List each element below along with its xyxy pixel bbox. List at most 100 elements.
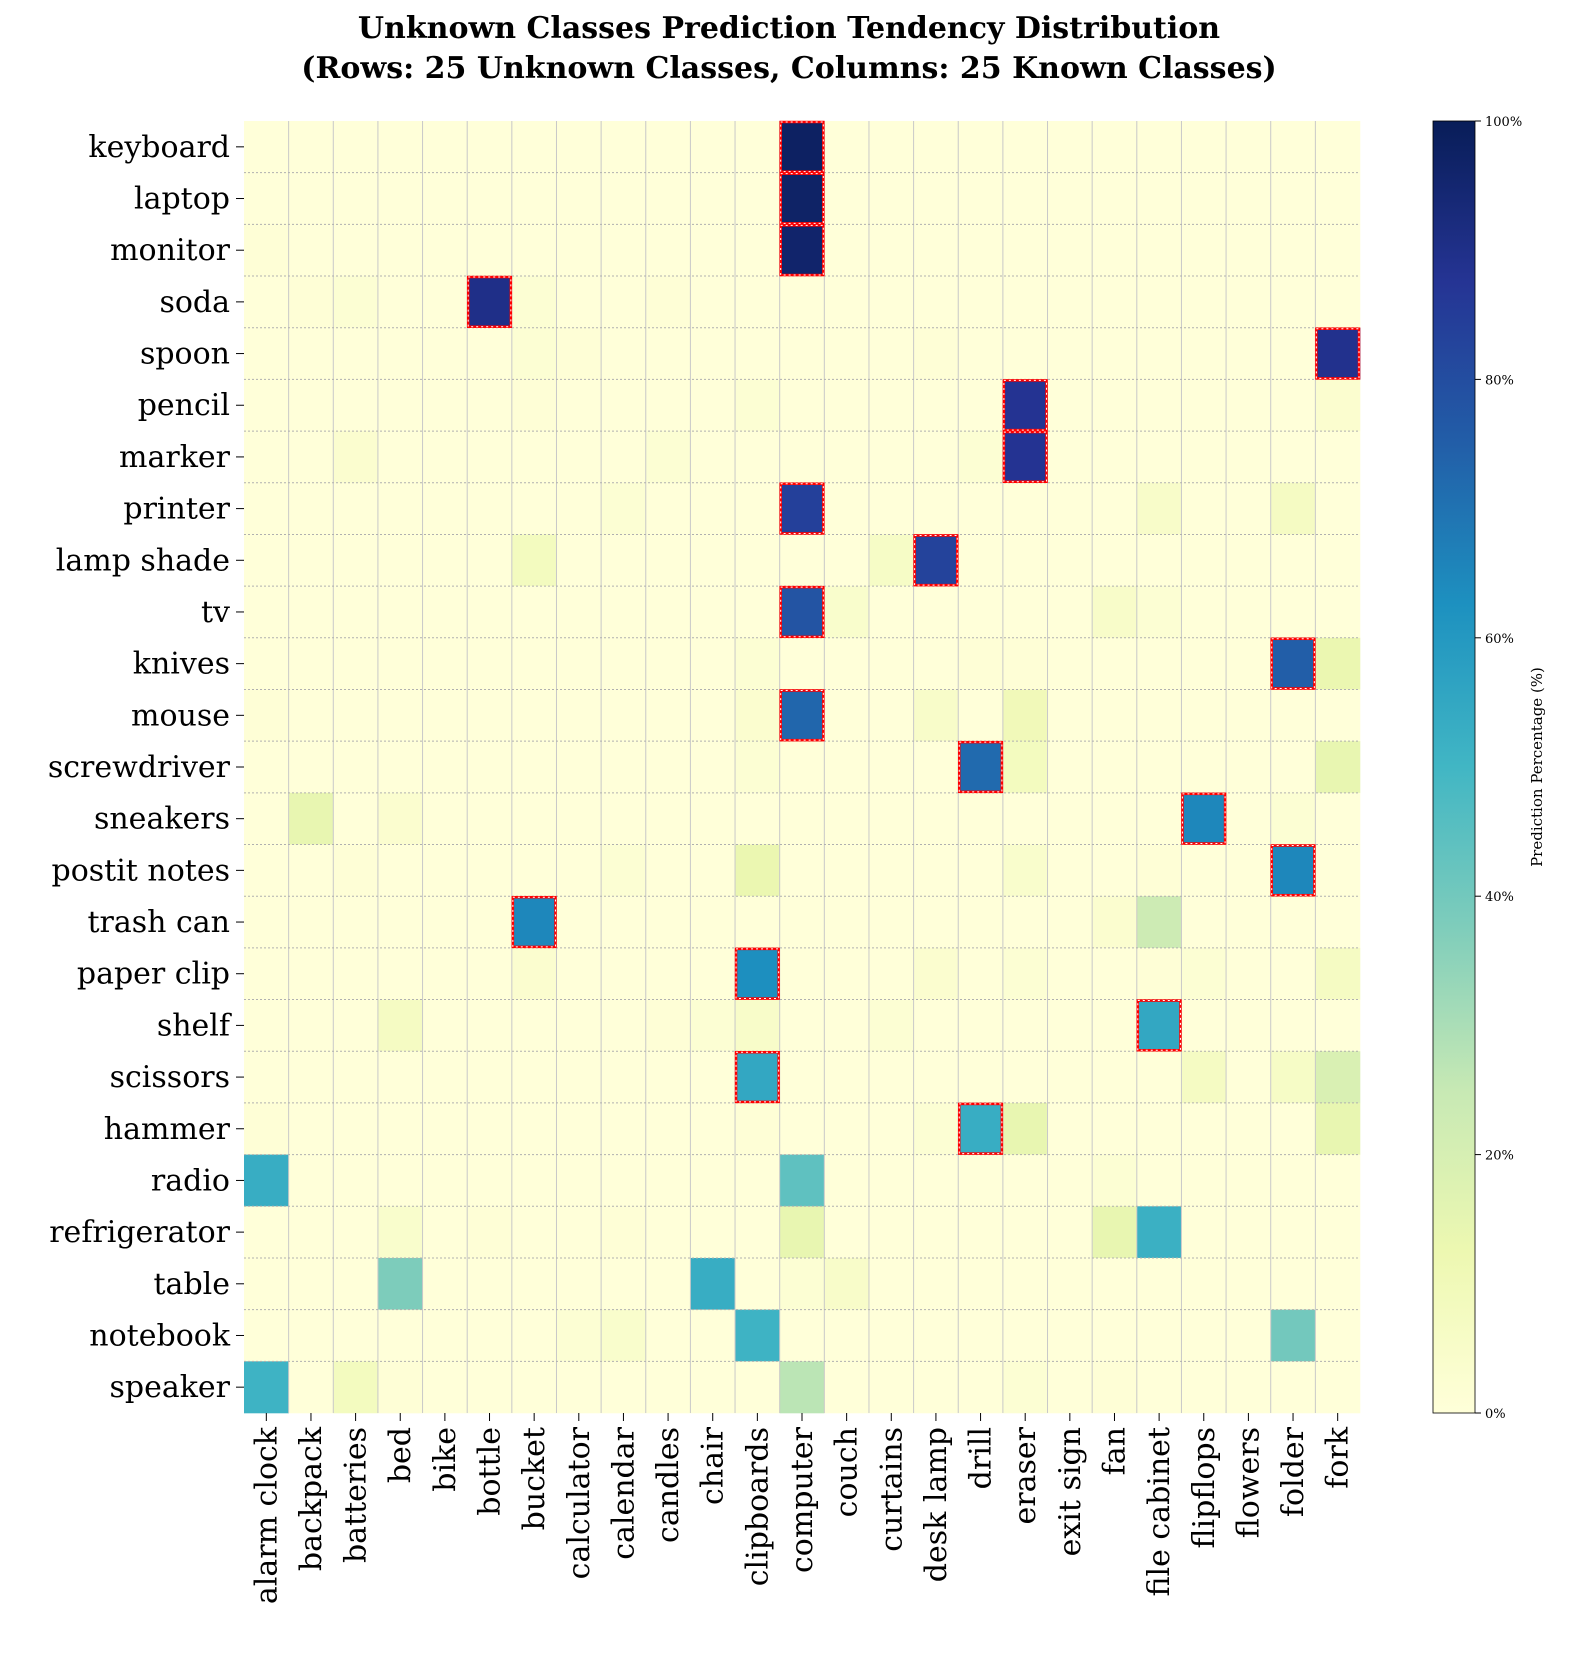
heatmap-cell-r6-c3 [377, 431, 423, 484]
heatmap-cell-r16-c12 [779, 947, 825, 1000]
heatmap-cell-r3-c2 [333, 276, 379, 329]
heatmap-cell-r12-c17 [1002, 741, 1048, 794]
heatmap-cell-r16-c22 [1226, 947, 1272, 1000]
heatmap-cell-r24-c21 [1181, 1361, 1227, 1414]
row-label: radio [151, 1163, 230, 1198]
heatmap-cell-r13-c10 [690, 792, 736, 845]
heatmap-cell-r17-c6 [511, 999, 557, 1052]
heatmap-cell-r2-c5 [467, 224, 513, 277]
heatmap-cell-r8-c15 [913, 534, 959, 587]
heatmap-cell-r9-c4 [422, 586, 468, 639]
row-label: knives [133, 647, 230, 682]
heatmap-cell-r3-c15 [913, 276, 959, 329]
heatmap-cell-r15-c13 [824, 896, 870, 949]
heatmap-cell-r11-c17 [1002, 689, 1048, 742]
heatmap-cell-r15-c8 [601, 896, 647, 949]
heatmap-cell-r14-c8 [601, 844, 647, 897]
heatmap-cell-r10-c4 [422, 637, 468, 690]
heatmap-cell-r12-c3 [377, 741, 423, 794]
row-label: keyboard [88, 130, 230, 165]
heatmap-cell-r17-c19 [1092, 999, 1138, 1052]
heatmap-cell-r4-c7 [556, 327, 602, 380]
heatmap-cell-r21-c21 [1181, 1206, 1227, 1259]
heatmap-cell-r13-c20 [1136, 792, 1182, 845]
heatmap-cell-r11-c2 [333, 689, 379, 742]
heatmap-cell-r19-c18 [1047, 1102, 1093, 1155]
heatmap-cell-r13-c23 [1270, 792, 1316, 845]
heatmap-cell-r14-c6 [511, 844, 557, 897]
highlight-dash-r10-c23 [1271, 638, 1315, 689]
heatmap-cell-r0-c17 [1002, 121, 1048, 173]
heatmap-cell-r14-c7 [556, 844, 602, 897]
heatmap-cell-r18-c7 [556, 1051, 602, 1104]
heatmap-cell-r23-c9 [645, 1309, 691, 1362]
heatmap-cell-r20-c1 [288, 1154, 334, 1207]
heatmap-cell-r17-c14 [868, 999, 914, 1052]
heatmap-cell-r10-c9 [645, 637, 691, 690]
heatmap-cell-r12-c9 [645, 741, 691, 794]
heatmap-cell-r3-c14 [868, 276, 914, 329]
heatmap-cell-r1-c13 [824, 172, 870, 225]
heatmap-cell-r23-c0 [244, 1309, 289, 1362]
heatmap-cell-r19-c16 [958, 1102, 1004, 1155]
heatmap-cell-r22-c22 [1226, 1257, 1272, 1310]
heatmap-cell-r24-c12 [779, 1361, 825, 1414]
heatmap-cell-r16-c17 [1002, 947, 1048, 1000]
heatmap-cell-r4-c17 [1002, 327, 1048, 380]
heatmap-cell-r14-c20 [1136, 844, 1182, 897]
row-label: shelf [157, 1008, 232, 1043]
heatmap-cell-r7-c13 [824, 482, 870, 535]
heatmap-cell-r23-c5 [467, 1309, 513, 1362]
heatmap-cell-r13-c3 [377, 792, 423, 845]
heatmap-cell-r21-c11 [735, 1206, 780, 1259]
heatmap-cell-r20-c19 [1092, 1154, 1138, 1207]
column-label: bike [428, 1427, 463, 1492]
heatmap-cell-r3-c17 [1002, 276, 1048, 329]
heatmap-cell-r22-c0 [244, 1257, 289, 1310]
heatmap-cell-r18-c22 [1226, 1051, 1272, 1104]
heatmap-cell-r1-c4 [422, 172, 468, 225]
heatmap-cell-r8-c16 [958, 534, 1004, 587]
row-label: tv [201, 595, 230, 630]
heatmap-cell-r24-c22 [1226, 1361, 1272, 1414]
heatmap-cell-r10-c19 [1092, 637, 1138, 690]
heatmap-cell-r2-c17 [1002, 224, 1048, 277]
heatmap-cell-r19-c21 [1181, 1102, 1227, 1155]
highlight-dash-r18-c11 [735, 1051, 780, 1103]
heatmap-cell-r13-c16 [958, 792, 1004, 845]
heatmap-cell-r15-c1 [288, 896, 334, 949]
heatmap-cell-r10-c21 [1181, 637, 1227, 690]
heatmap-cell-r17-c15 [913, 999, 959, 1052]
heatmap-cell-r20-c20 [1136, 1154, 1182, 1207]
heatmap-cell-r22-c10 [690, 1257, 736, 1310]
heatmap-cell-r8-c12 [779, 534, 825, 587]
heatmap-cell-r19-c7 [556, 1102, 602, 1155]
highlight-dash-r16-c11 [735, 948, 780, 1000]
heatmap-cell-r2-c0 [244, 224, 289, 277]
colorbar-tick-label: 80% [1485, 373, 1514, 388]
heatmap-cell-r11-c12 [779, 689, 825, 742]
heatmap-cell-r11-c0 [244, 689, 289, 742]
heatmap-cell-r21-c5 [467, 1206, 513, 1259]
heatmap-cell-r1-c8 [601, 172, 647, 225]
heatmap-cell-r5-c2 [333, 379, 379, 432]
heatmap-cell-r6-c5 [467, 431, 513, 484]
heatmap-cell-r4-c18 [1047, 327, 1093, 380]
heatmap-cell-r12-c21 [1181, 741, 1227, 794]
heatmap-cell-r6-c24 [1315, 431, 1361, 484]
heatmap-cell-r17-c21 [1181, 999, 1227, 1052]
heatmap-cell-r6-c9 [645, 431, 691, 484]
highlight-dash-r1-c12 [780, 173, 824, 224]
heatmap-cell-r8-c17 [1002, 534, 1048, 587]
heatmap-cell-r12-c0 [244, 741, 289, 794]
heatmap-cell-r1-c22 [1226, 172, 1272, 225]
heatmap-cell-r1-c24 [1315, 172, 1361, 225]
heatmap-cell-r22-c9 [645, 1257, 691, 1310]
heatmap-cell-r19-c0 [244, 1102, 289, 1155]
heatmap-cell-r19-c4 [422, 1102, 468, 1155]
highlight-dash-r15-c6 [512, 896, 556, 948]
heatmap-cell-r15-c0 [244, 896, 289, 949]
heatmap-cell-r14-c24 [1315, 844, 1361, 897]
heatmap-cell-r23-c13 [824, 1309, 870, 1362]
heatmap-cell-r23-c11 [735, 1309, 780, 1362]
